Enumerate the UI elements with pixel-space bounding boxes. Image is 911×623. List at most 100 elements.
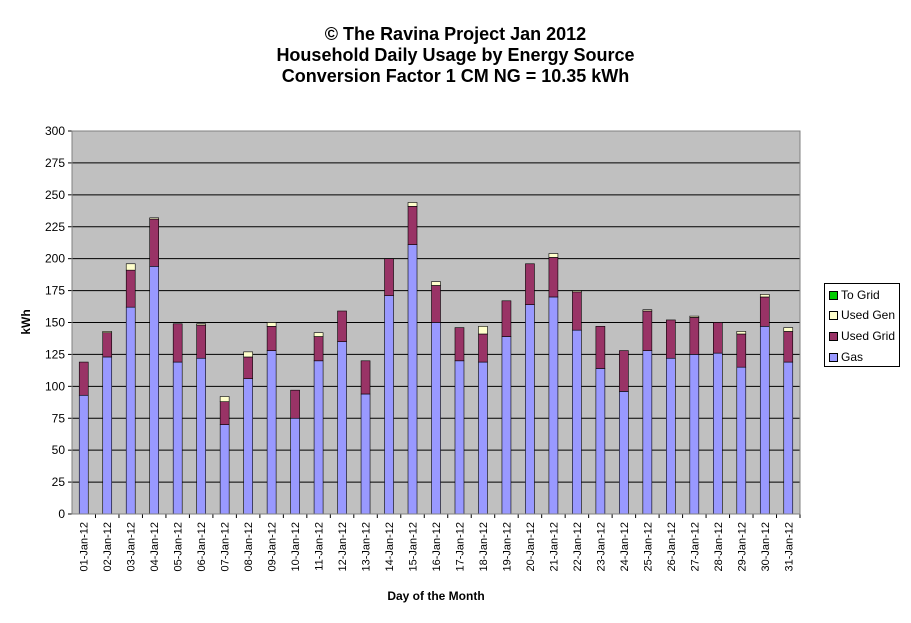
bar-gas-16-Jan-12 (431, 322, 441, 515)
bar-gas-13-Jan-12 (360, 393, 371, 515)
legend-label-used-gen: Used Gen (841, 308, 896, 322)
bar-gas-17-Jan-12 (454, 360, 465, 515)
bar-used-grid-04-Jan-12 (149, 218, 159, 267)
legend: To Grid Used Gen Used Grid Gas (824, 283, 900, 367)
bar-used-grid-21-Jan-12 (548, 257, 559, 298)
y-tick-label: 250 (45, 188, 65, 202)
x-tick-label: 07-Jan-12 (220, 522, 232, 572)
bar-gas-21-Jan-12 (548, 296, 559, 515)
x-tick-label: 14-Jan-12 (384, 522, 396, 572)
legend-label-to-grid: To Grid (841, 288, 880, 302)
bar-used-grid-01-Jan-12 (78, 361, 89, 396)
bar-used-gen-27-Jan-12 (689, 315, 700, 318)
axes (68, 130, 801, 518)
x-tick-label: 09-Jan-12 (267, 522, 279, 572)
y-tick-label: 150 (45, 316, 65, 330)
bar-used-grid-02-Jan-12 (102, 332, 113, 358)
bar-gas-25-Jan-12 (642, 350, 653, 515)
x-tick-label: 17-Jan-12 (454, 522, 466, 572)
x-tick-label: 20-Jan-12 (525, 522, 537, 572)
chart-title: © The Ravina Project Jan 2012 Household … (0, 24, 911, 87)
x-tick-label: 22-Jan-12 (572, 522, 584, 572)
bar-gas-22-Jan-12 (572, 329, 582, 515)
bar-gas-05-Jan-12 (172, 361, 183, 515)
bar-used-grid-23-Jan-12 (595, 326, 606, 369)
bar-gas-12-Jan-12 (337, 341, 347, 515)
bar-gas-15-Jan-12 (407, 244, 418, 515)
y-tick-label: 225 (45, 220, 65, 234)
legend-label-gas: Gas (841, 350, 864, 364)
bar-gas-02-Jan-12 (102, 356, 113, 515)
bar-used-gen-08-Jan-12 (243, 351, 253, 358)
y-axis-label: kWh (19, 309, 33, 334)
bars (78, 202, 794, 515)
y-tick-label: 275 (45, 156, 65, 170)
x-tick-label: 12-Jan-12 (337, 522, 349, 572)
x-tick-label: 26-Jan-12 (666, 522, 678, 572)
bar-used-gen-06-Jan-12 (196, 323, 206, 326)
bar-used-gen-03-Jan-12 (125, 263, 136, 271)
x-tick-labels: 01-Jan-12 02-Jan-12 03-Jan-12 04-Jan-12 05-J… (79, 522, 796, 572)
x-tick-label: 11-Jan-12 (314, 522, 326, 571)
y-tick-labels: 0 25 50 75 100 125 150 175 200 225 250 275 300 (45, 124, 65, 521)
bar-gas-11-Jan-12 (313, 360, 324, 515)
bar-gas-10-Jan-12 (290, 417, 300, 515)
x-tick-label: 27-Jan-12 (689, 522, 701, 572)
x-tick-label: 13-Jan-12 (361, 522, 373, 572)
y-tick-label: 300 (45, 124, 65, 138)
bar-gas-08-Jan-12 (243, 378, 253, 515)
bar-gas-27-Jan-12 (689, 354, 700, 515)
bar-used-grid-03-Jan-12 (125, 269, 136, 308)
bar-used-grid-28-Jan-12 (713, 322, 723, 354)
bar-used-grid-29-Jan-12 (736, 333, 747, 368)
bar-used-gen-09-Jan-12 (266, 322, 277, 327)
x-tick-label: 18-Jan-12 (478, 522, 490, 572)
x-tick-label: 02-Jan-12 (102, 522, 114, 572)
bar-used-grid-08-Jan-12 (243, 356, 253, 379)
bar-gas-09-Jan-12 (266, 350, 277, 515)
bar-used-gen-11-Jan-12 (313, 332, 324, 337)
y-tick-label: 125 (45, 347, 65, 361)
bar-gas-18-Jan-12 (478, 361, 488, 515)
x-tick-label: 30-Jan-12 (760, 522, 772, 572)
y-tick-label: 50 (52, 443, 66, 457)
bar-used-grid-25-Jan-12 (642, 310, 653, 351)
plot-border (71, 130, 801, 515)
y-tick-label: 0 (58, 507, 65, 521)
bar-used-grid-10-Jan-12 (290, 389, 300, 419)
bar-gas-07-Jan-12 (219, 424, 230, 515)
x-tick-label: 28-Jan-12 (713, 522, 725, 572)
chart-title-line-1: © The Ravina Project Jan 2012 (324, 24, 587, 44)
bar-used-grid-15-Jan-12 (407, 206, 418, 245)
bar-gas-31-Jan-12 (783, 361, 794, 515)
x-tick-label: 24-Jan-12 (619, 522, 631, 572)
x-tick-label: 31-Jan-12 (783, 522, 795, 572)
x-tick-label: 21-Jan-12 (548, 522, 560, 572)
bar-used-grid-12-Jan-12 (337, 310, 347, 342)
bar-used-gen-15-Jan-12 (407, 202, 418, 207)
bar-used-grid-05-Jan-12 (172, 323, 183, 363)
bar-gas-01-Jan-12 (78, 394, 89, 515)
x-tick-label: 04-Jan-12 (149, 522, 161, 572)
bar-used-gen-16-Jan-12 (431, 281, 441, 286)
bar-used-grid-09-Jan-12 (266, 326, 277, 351)
bar-gas-14-Jan-12 (384, 295, 394, 515)
bar-used-grid-31-Jan-12 (783, 331, 794, 363)
legend-swatch-gas (829, 353, 838, 362)
bar-gas-29-Jan-12 (736, 366, 747, 515)
x-tick-label: 19-Jan-12 (501, 522, 513, 572)
bar-gas-04-Jan-12 (149, 266, 159, 515)
bar-used-gen-04-Jan-12 (149, 217, 159, 220)
x-tick-label: 06-Jan-12 (196, 522, 208, 572)
bar-used-grid-26-Jan-12 (666, 319, 676, 359)
bar-used-grid-24-Jan-12 (619, 350, 629, 392)
x-tick-label: 01-Jan-12 (79, 522, 91, 572)
bar-used-grid-17-Jan-12 (454, 327, 465, 362)
legend-swatch-used-grid (829, 332, 838, 341)
x-axis-label: Day of the Month (387, 589, 484, 603)
bar-gas-24-Jan-12 (619, 391, 629, 515)
bar-gas-26-Jan-12 (666, 357, 676, 515)
bar-used-grid-20-Jan-12 (525, 263, 535, 305)
legend-swatch-to-grid (829, 291, 838, 300)
y-tick-label: 200 (45, 252, 65, 266)
